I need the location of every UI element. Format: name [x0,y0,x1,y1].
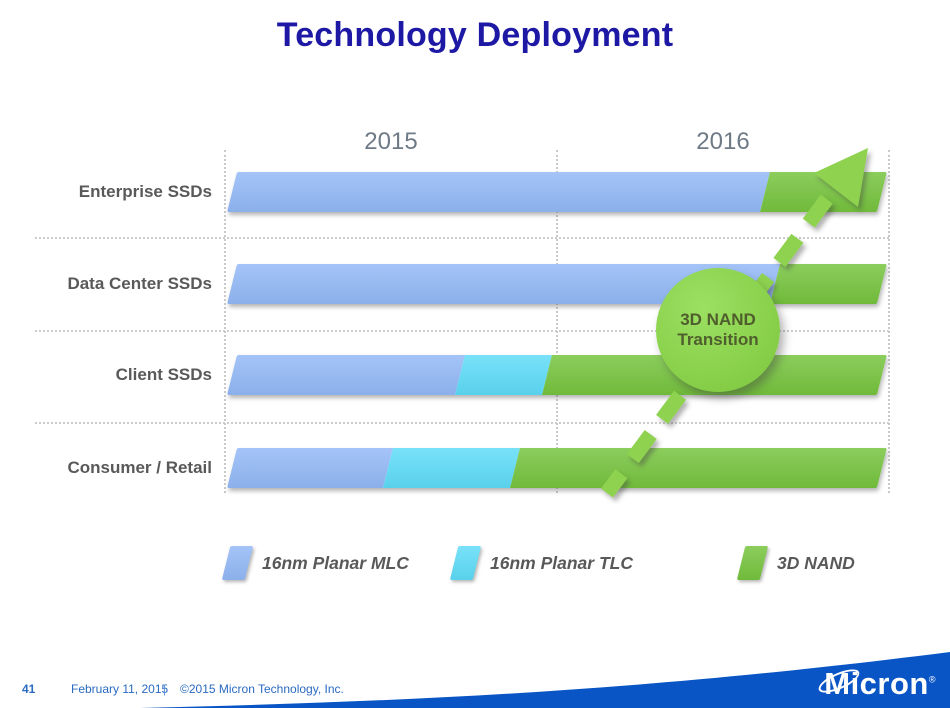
transition-annotation-line1: 3D NAND [680,309,756,329]
row-separator [35,422,889,424]
micron-swoosh [140,652,950,708]
transition-annotation-line2: Transition [677,330,759,349]
legend-item-16nm-planar-mlc: 16nm Planar MLC [221,545,409,581]
footer-separator: | [163,682,167,696]
legend-swatch-3d-nand [736,546,769,580]
year-label-2015: 2015 [364,128,418,155]
page-number: 41 [22,682,36,696]
bar-segment-16nm-planar-mlc [227,355,465,395]
bar-segment-3d-nand [760,172,887,212]
bar-segment-16nm-planar-tlc [454,355,553,395]
legend-swatch-tlc [449,546,482,580]
bar-segment-16nm-planar-mlc [227,448,393,488]
micron-logo-rest: icron [850,666,929,701]
legend-item-16nm-planar-tlc: 16nm Planar TLC [449,545,633,581]
bar-segment-3d-nand [769,264,887,304]
bar-segment-16nm-planar-mlc [227,172,770,212]
legend-label-mlc: 16nm Planar MLC [262,552,409,573]
bar-row-data-center-ssds [227,264,887,304]
row-label-client-ssds: Client SSDs [115,365,212,384]
footer-date: February 11, 2015 [71,682,169,696]
legend-swatch-mlc [221,546,254,580]
row-label-enterprise-ssds: Enterprise SSDs [78,182,212,201]
registered-mark: ® [928,674,936,685]
page-title: Technology Deployment [276,16,674,54]
row-separator [35,237,889,239]
row-label-data-center-ssds: Data Center SSDs [67,274,212,293]
row-label-consumer-retail: Consumer / Retail [67,458,212,477]
bar-segment-16nm-planar-tlc [383,448,520,488]
gridline-vertical-year-boundary [556,150,558,493]
legend-label-tlc: 16nm Planar TLC [490,552,633,573]
bar-row-consumer-retail [227,448,887,488]
transition-annotation: 3D NAND Transition [656,268,780,392]
gridline-vertical-end [888,150,890,493]
gridline-vertical-start [224,150,226,493]
year-label-2016: 2016 [696,128,750,155]
bar-segment-3d-nand [509,448,887,488]
bar-row-client-ssds [227,355,887,395]
footer: 41 February 11, 2015 | ©2015 Micron Tech… [0,648,950,708]
micron-logo-m: M [815,664,863,699]
legend-label-3d-nand: 3D NAND [777,552,855,573]
legend-item-3d-nand: 3D NAND [736,545,855,581]
bar-row-enterprise-ssds [227,172,887,212]
row-separator [35,330,889,332]
footer-copyright: ©2015 Micron Technology, Inc. [180,682,344,696]
